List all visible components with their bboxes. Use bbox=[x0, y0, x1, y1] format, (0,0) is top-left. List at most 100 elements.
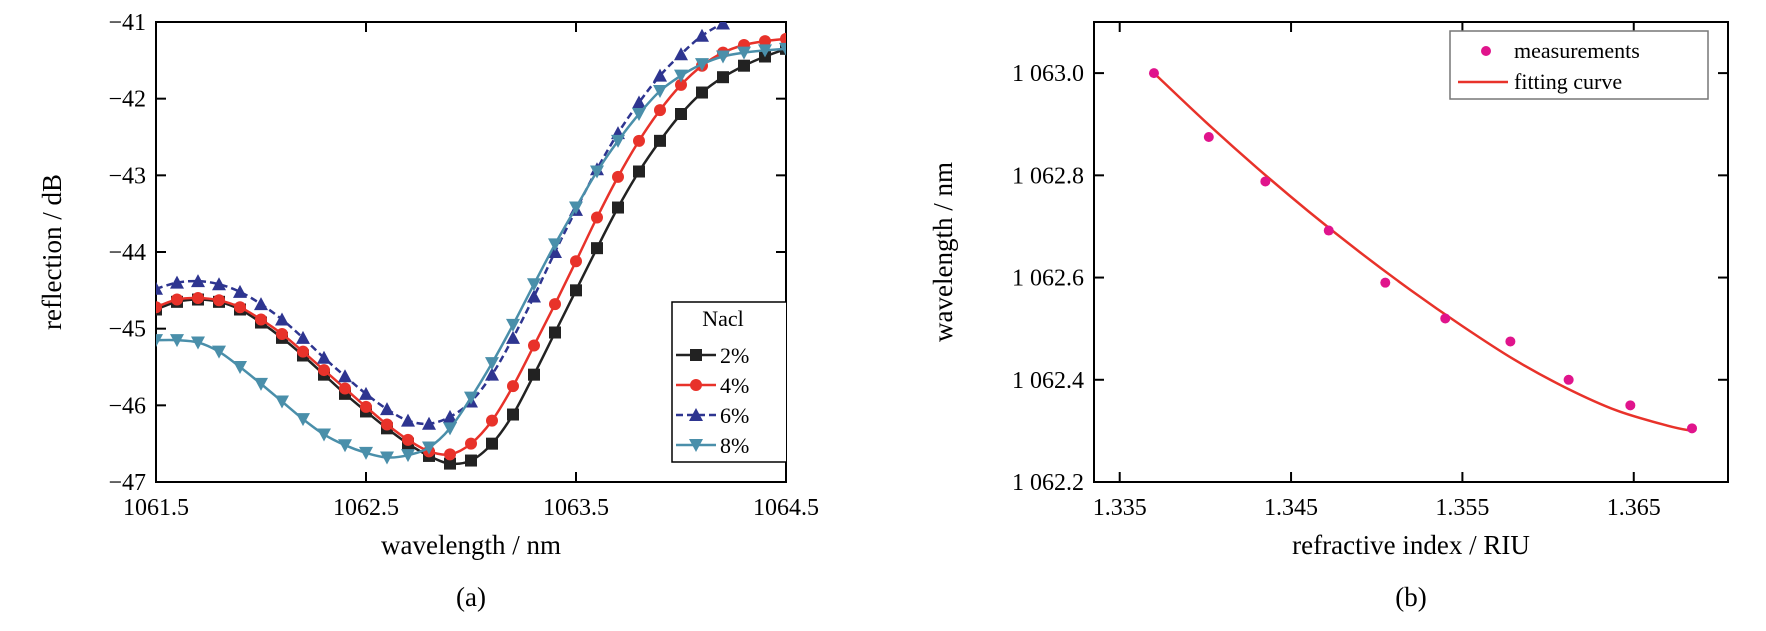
data-point-2 bbox=[632, 95, 646, 109]
measurement-point bbox=[1625, 400, 1636, 411]
x-tick-label: 1062.5 bbox=[333, 495, 399, 521]
data-point-3 bbox=[779, 42, 786, 56]
data-point-2 bbox=[212, 277, 226, 291]
data-point-1 bbox=[318, 364, 330, 377]
data-point-2 bbox=[779, 0, 793, 13]
data-point-1 bbox=[276, 328, 288, 341]
x-tick-label: 1064.5 bbox=[753, 495, 819, 521]
data-point-3 bbox=[758, 44, 772, 58]
y-tick-label: −44 bbox=[108, 240, 146, 266]
data-point-2 bbox=[275, 312, 289, 326]
figure-caption: (b) bbox=[1395, 582, 1426, 612]
data-point-3 bbox=[170, 334, 184, 348]
y-tick-label: −42 bbox=[108, 87, 146, 113]
legend-label-0: 2% bbox=[720, 343, 749, 368]
data-point-3 bbox=[695, 58, 709, 72]
data-point-3 bbox=[569, 201, 583, 215]
x-tick-label: 1063.5 bbox=[543, 495, 609, 521]
data-point-0 bbox=[612, 201, 624, 214]
y-tick-label: −45 bbox=[108, 317, 146, 343]
y-tick-label: −43 bbox=[108, 163, 146, 189]
data-point-2 bbox=[737, 9, 751, 22]
data-point-2 bbox=[401, 413, 415, 427]
data-point-0 bbox=[696, 86, 708, 99]
data-point-1 bbox=[612, 170, 624, 183]
plot-area bbox=[1148, 68, 1698, 434]
data-point-1 bbox=[570, 255, 582, 268]
legend-marker-3 bbox=[689, 439, 703, 452]
data-point-2 bbox=[695, 28, 709, 42]
legend-marker-0 bbox=[690, 349, 702, 361]
data-point-1 bbox=[192, 292, 204, 304]
data-point-2 bbox=[233, 284, 247, 298]
legend-box bbox=[1449, 30, 1709, 100]
data-point-2 bbox=[170, 275, 184, 289]
y-tick-label: 1 062.4 bbox=[1012, 368, 1084, 394]
data-point-3 bbox=[296, 413, 310, 427]
data-point-2 bbox=[485, 367, 499, 381]
data-point-1 bbox=[654, 104, 666, 117]
data-point-3 bbox=[674, 69, 688, 83]
data-point-2 bbox=[506, 330, 520, 344]
data-point-1 bbox=[549, 298, 561, 311]
measurement-point bbox=[1203, 132, 1214, 142]
data-point-0 bbox=[591, 242, 603, 255]
data-point-1 bbox=[381, 418, 393, 431]
measurement-point bbox=[1440, 313, 1451, 324]
data-point-0 bbox=[465, 454, 477, 467]
legend: Nacl 2% 4% 6% 8% bbox=[671, 301, 786, 463]
legend-marker-1 bbox=[690, 379, 702, 391]
data-point-1 bbox=[171, 293, 183, 306]
data-point-0 bbox=[675, 108, 687, 120]
data-point-1 bbox=[255, 313, 267, 326]
y-tick-label: 1 062.8 bbox=[1012, 163, 1084, 189]
data-point-0 bbox=[528, 368, 540, 381]
y-tick-label: 1 062.2 bbox=[1012, 470, 1084, 496]
data-point-3 bbox=[212, 345, 226, 359]
legend-label-2: 6% bbox=[720, 403, 749, 428]
y-tick-label: −41 bbox=[108, 10, 146, 36]
legend-label-3: 8% bbox=[720, 433, 749, 458]
data-point-2 bbox=[359, 386, 373, 400]
data-point-2 bbox=[156, 281, 163, 295]
y-axis-label: wavelength / nm bbox=[928, 162, 958, 342]
data-point-2 bbox=[443, 409, 457, 423]
legend-label-1: 4% bbox=[720, 373, 749, 398]
data-point-3 bbox=[275, 395, 289, 409]
data-point-3 bbox=[464, 391, 478, 405]
data-point-2 bbox=[254, 297, 268, 311]
legend-title: Nacl bbox=[702, 306, 744, 331]
data-point-0 bbox=[654, 134, 666, 147]
data-point-3 bbox=[422, 441, 436, 455]
data-point-2 bbox=[716, 22, 730, 30]
data-point-2 bbox=[653, 68, 667, 82]
measurement-point bbox=[1505, 336, 1516, 347]
data-point-2 bbox=[422, 416, 436, 430]
data-point-3 bbox=[191, 336, 205, 350]
data-point-1 bbox=[780, 32, 786, 45]
fitting-curve-line bbox=[1153, 72, 1693, 433]
data-point-2 bbox=[380, 402, 394, 416]
chart-0: 1061.5 1062.5 1063.5 1064.5 −47 −46 −45 −44 −43 −… bbox=[37, 0, 819, 612]
data-point-3 bbox=[506, 318, 520, 332]
data-point-3 bbox=[548, 238, 562, 252]
data-point-3 bbox=[485, 357, 499, 371]
x-tick-label: 1061.5 bbox=[123, 495, 189, 521]
measurement-point bbox=[1323, 225, 1334, 236]
data-point-1 bbox=[402, 433, 414, 446]
data-point-3 bbox=[716, 50, 730, 64]
chart-1: 1.335 1.345 1.355 1.365 1 062.2 1 062.4 1 062.… bbox=[928, 21, 1729, 612]
data-point-1 bbox=[507, 380, 519, 393]
x-axis-label: refractive index / RIU bbox=[1292, 530, 1530, 560]
measurement-point bbox=[1380, 277, 1391, 288]
x-tick-label: 1.345 bbox=[1264, 495, 1318, 521]
data-point-1 bbox=[444, 448, 456, 461]
x-tick-label: 1.355 bbox=[1435, 495, 1489, 521]
data-point-2 bbox=[674, 47, 688, 61]
data-point-3 bbox=[233, 361, 247, 374]
x-tick-label: 1.335 bbox=[1093, 495, 1147, 521]
measurement-point bbox=[1260, 176, 1271, 187]
measurement-point bbox=[1148, 68, 1159, 79]
data-point-0 bbox=[633, 165, 645, 178]
